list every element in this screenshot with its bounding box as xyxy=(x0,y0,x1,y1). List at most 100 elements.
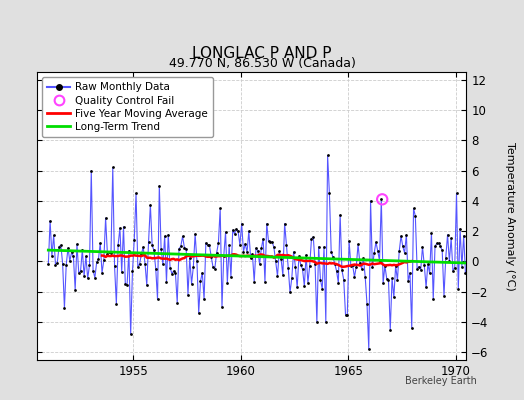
Point xyxy=(62,262,70,268)
Point xyxy=(413,266,421,272)
Point xyxy=(91,274,99,281)
Point xyxy=(291,263,300,270)
Point xyxy=(78,247,86,253)
Point xyxy=(53,260,61,266)
Point xyxy=(145,238,153,245)
Point xyxy=(178,233,187,240)
Point xyxy=(119,224,128,230)
Point xyxy=(460,232,468,239)
Point xyxy=(259,235,267,242)
Point xyxy=(268,239,276,245)
Point xyxy=(336,212,344,218)
Point xyxy=(130,237,138,243)
Point xyxy=(280,220,289,227)
Point xyxy=(102,215,110,221)
Point xyxy=(427,230,435,236)
Point xyxy=(309,234,318,240)
Point xyxy=(436,243,444,250)
Point xyxy=(246,255,255,262)
Point xyxy=(220,252,228,259)
Point xyxy=(184,291,192,298)
Point xyxy=(166,264,174,271)
Point xyxy=(348,262,357,268)
Point xyxy=(200,296,208,302)
Point xyxy=(356,260,364,266)
Point xyxy=(74,270,83,276)
Point xyxy=(221,229,230,236)
Point xyxy=(391,262,400,269)
Point xyxy=(372,239,380,245)
Point xyxy=(111,263,119,270)
Point xyxy=(64,245,72,251)
Point xyxy=(227,274,235,280)
Point xyxy=(159,261,167,267)
Point xyxy=(375,258,384,264)
Point xyxy=(175,246,183,252)
Point xyxy=(370,250,378,256)
Point xyxy=(418,244,427,250)
Point xyxy=(298,266,307,273)
Point xyxy=(378,196,386,202)
Point xyxy=(274,273,282,279)
Point xyxy=(297,262,305,268)
Point xyxy=(357,266,366,272)
Point xyxy=(340,276,348,283)
Point xyxy=(429,296,438,302)
Point xyxy=(449,268,457,274)
Point xyxy=(80,273,89,279)
Point xyxy=(277,256,285,262)
Point xyxy=(155,182,163,189)
Point xyxy=(332,268,341,274)
Point xyxy=(218,304,226,310)
Point xyxy=(352,263,361,270)
Point xyxy=(323,152,332,158)
Point xyxy=(239,248,248,255)
Point xyxy=(68,249,76,256)
Point xyxy=(275,248,283,254)
Point xyxy=(225,242,233,248)
Point xyxy=(404,278,412,284)
Point xyxy=(126,331,135,338)
Point xyxy=(341,311,350,318)
Point xyxy=(223,280,232,286)
Point xyxy=(107,250,115,256)
Point xyxy=(289,249,298,255)
Point xyxy=(203,242,212,248)
Point xyxy=(313,319,321,325)
Point xyxy=(314,243,323,250)
Point xyxy=(243,249,251,255)
Point xyxy=(94,256,103,262)
Point xyxy=(279,272,287,278)
Point xyxy=(261,278,269,285)
Point xyxy=(409,205,418,212)
Point xyxy=(248,251,257,257)
Point xyxy=(137,251,146,257)
Point xyxy=(350,274,358,280)
Point xyxy=(434,240,443,246)
Point xyxy=(263,220,271,227)
Point xyxy=(443,232,452,238)
Point xyxy=(252,245,260,251)
Point xyxy=(334,280,343,286)
Point xyxy=(254,247,262,254)
Point xyxy=(361,274,369,280)
Point xyxy=(182,245,190,252)
Point xyxy=(320,244,328,250)
Point xyxy=(395,248,403,254)
Point xyxy=(87,167,95,174)
Point xyxy=(414,264,423,270)
Point xyxy=(59,260,67,267)
Point xyxy=(51,261,60,268)
Point xyxy=(300,283,309,289)
Point xyxy=(377,196,386,202)
Point xyxy=(154,296,162,302)
Point xyxy=(57,242,65,248)
Point xyxy=(49,232,58,238)
Point xyxy=(185,255,194,261)
Point xyxy=(411,213,420,219)
Point xyxy=(146,202,155,208)
Point xyxy=(343,311,352,318)
Point xyxy=(237,220,246,227)
Point xyxy=(66,258,74,264)
Point xyxy=(368,264,377,270)
